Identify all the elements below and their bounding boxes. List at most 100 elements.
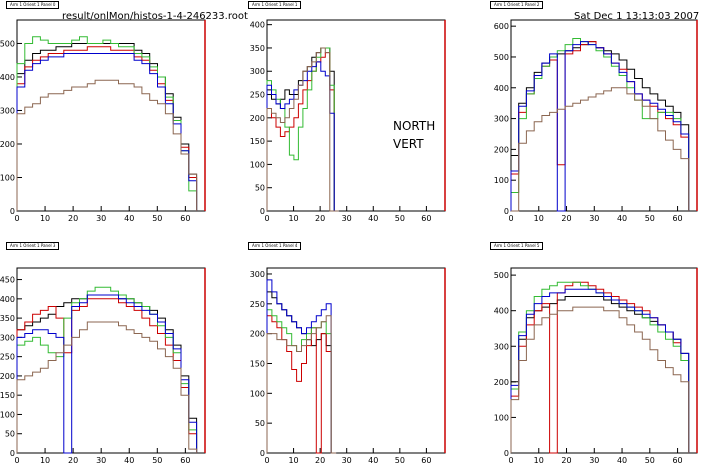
panel-3-ytick-label-3: 150 xyxy=(0,391,15,400)
panel-3-xtick-label-0: 0 xyxy=(14,456,19,464)
panel-1-xtick-label-1: 10 xyxy=(288,214,298,223)
panel-0-xtick-label-6: 60 xyxy=(180,214,190,223)
panel-0-xtick-label-4: 40 xyxy=(124,214,134,223)
panel-4-ytick-label-3: 150 xyxy=(250,359,265,368)
panel-5-xtick-label-2: 20 xyxy=(561,456,571,464)
panel-5-series-red xyxy=(510,281,690,454)
panel-0-xtick-label-3: 30 xyxy=(96,214,106,223)
panel-2-ytick-label-3: 300 xyxy=(494,115,509,124)
panel-5-ytick-label-5: 500 xyxy=(494,271,509,280)
panel-4-xtick-label-3: 30 xyxy=(342,456,352,464)
north-label: NORTH xyxy=(393,119,436,133)
panel-3-series-blue xyxy=(16,294,198,454)
panel-0-ytick-label-2: 200 xyxy=(0,140,15,149)
panel-4-series-blue xyxy=(266,279,337,454)
panel-3-series-green xyxy=(16,286,198,453)
panel-3-ytick-label-4: 200 xyxy=(0,372,15,381)
panel-5-tab[interactable]: Arm 1 Orient 1 Panel 5 xyxy=(490,242,544,250)
panel-2-xtick-label-3: 30 xyxy=(589,214,599,223)
panel-2-series-red xyxy=(510,41,690,211)
panel-3-ytick-label-1: 50 xyxy=(5,430,15,439)
panel-4-frame xyxy=(266,267,446,454)
panel-2-ytick-label-4: 400 xyxy=(494,84,509,93)
panel-5-ytick-label-1: 100 xyxy=(494,413,509,422)
panel-1-ytick-label-4: 200 xyxy=(250,114,265,123)
panel-1-ytick-label-2: 100 xyxy=(250,160,265,169)
panel-3-xtick-label-6: 60 xyxy=(180,456,190,464)
panel-3-ytick-label-9: 450 xyxy=(0,276,15,285)
panel-4-xtick-label-1: 10 xyxy=(288,456,298,464)
panel-1-xtick-label-2: 20 xyxy=(315,214,325,223)
panel-1-series-brown xyxy=(266,47,339,212)
panel-2-xtick-label-5: 50 xyxy=(645,214,655,223)
panel-4-series-brown xyxy=(266,315,337,454)
panel-1-ytick-label-7: 350 xyxy=(250,44,265,53)
panel-0-xtick-label-0: 0 xyxy=(14,214,19,223)
panel-4-ytick-label-2: 100 xyxy=(250,389,265,398)
panel-0-xtick-label-1: 10 xyxy=(40,214,50,223)
panel-3-xtick-label-4: 40 xyxy=(124,456,134,464)
panel-3-series-red xyxy=(16,298,198,453)
panel-2-series-brown xyxy=(511,87,690,212)
panel-2-series-green xyxy=(510,38,690,211)
panel-2-tab[interactable]: Arm 1 Orient 1 Panel 2 xyxy=(490,1,544,9)
panel-0-xtick-label-2: 20 xyxy=(68,214,78,223)
panel-2-ytick-label-6: 600 xyxy=(494,22,509,31)
panel-4-ytick-label-4: 200 xyxy=(250,330,265,339)
panel-0-xtick-label-5: 50 xyxy=(152,214,162,223)
panel-4-ytick-label-6: 300 xyxy=(250,270,265,279)
panel-0-ytick-label-1: 100 xyxy=(0,173,15,182)
panel-2-xtick-label-2: 20 xyxy=(561,214,571,223)
panel-4-ytick-label-1: 50 xyxy=(255,419,265,428)
panel-5-series-blue xyxy=(510,288,690,453)
panel-3-xtick-label-3: 30 xyxy=(96,456,106,464)
panel-1-ytick-label-8: 400 xyxy=(250,21,265,30)
panel-1-series-red xyxy=(266,52,339,212)
panel-5-series-black xyxy=(510,296,690,453)
panel-3-ytick-label-5: 250 xyxy=(0,353,15,362)
panel-4-series-red xyxy=(266,315,337,454)
panel-4-xtick-label-4: 40 xyxy=(368,456,378,464)
panel-4-tab[interactable]: Arm 1 Orient 1 Panel 4 xyxy=(248,242,302,250)
panel-5-xtick-label-1: 10 xyxy=(534,456,544,464)
panel-5-series-brown xyxy=(510,306,690,453)
panel-3-ytick-label-7: 350 xyxy=(0,314,15,323)
panel-3-series-black xyxy=(16,294,198,453)
panel-4-xtick-label-2: 20 xyxy=(315,456,325,464)
panel-5-ytick-label-4: 400 xyxy=(494,307,509,316)
panel-1-tab[interactable]: Arm 1 Orient 1 Panel 1 xyxy=(248,1,302,9)
panel-5-ytick-label-0: 0 xyxy=(504,449,509,458)
timestamp-label: Sat Dec 1 13:13:03 2007 xyxy=(574,11,700,22)
panel-5-series-green xyxy=(510,281,690,453)
panel-0-ytick-label-4: 400 xyxy=(0,73,15,82)
panel-5-xtick-label-3: 30 xyxy=(589,456,599,464)
panel-2-ytick-label-2: 200 xyxy=(494,145,509,154)
panel-1-ytick-label-3: 150 xyxy=(250,137,265,146)
panel-3-ytick-label-6: 300 xyxy=(0,333,15,342)
panel-0-tab[interactable]: Arm 1 Orient 1 Panel 0 xyxy=(6,1,60,9)
panel-3-series-brown xyxy=(16,321,198,453)
panel-3-xtick-label-5: 50 xyxy=(152,456,162,464)
panel-5-ytick-label-3: 300 xyxy=(494,342,509,351)
panel-3-tab[interactable]: Arm 1 Orient 1 Panel 3 xyxy=(6,242,60,250)
panel-5-ytick-label-2: 200 xyxy=(494,378,509,387)
panel-5-xtick-label-4: 40 xyxy=(617,456,627,464)
panel-1-ytick-label-1: 50 xyxy=(255,184,265,193)
panel-1-ytick-label-6: 300 xyxy=(250,67,265,76)
panel-3-xtick-label-2: 20 xyxy=(68,456,78,464)
panel-4-xtick-label-6: 60 xyxy=(421,456,431,464)
panel-4-xtick-label-5: 50 xyxy=(395,456,405,464)
panel-3-ytick-label-8: 400 xyxy=(0,295,15,304)
panel-2-series-blue xyxy=(510,41,690,212)
panel-2-xtick-label-6: 60 xyxy=(672,214,682,223)
panel-2-xtick-label-0: 0 xyxy=(508,214,513,223)
panel-1-xtick-label-5: 50 xyxy=(395,214,405,223)
panel-2-ytick-label-1: 100 xyxy=(494,176,509,185)
panel-0-ytick-label-0: 0 xyxy=(10,207,15,216)
panel-0-ytick-label-5: 500 xyxy=(0,39,15,48)
panel-1-xtick-label-4: 40 xyxy=(368,214,378,223)
panel-1-ytick-label-0: 0 xyxy=(260,207,265,216)
panel-0-series-brown xyxy=(16,79,198,211)
panel-4-ytick-label-0: 0 xyxy=(260,449,265,458)
